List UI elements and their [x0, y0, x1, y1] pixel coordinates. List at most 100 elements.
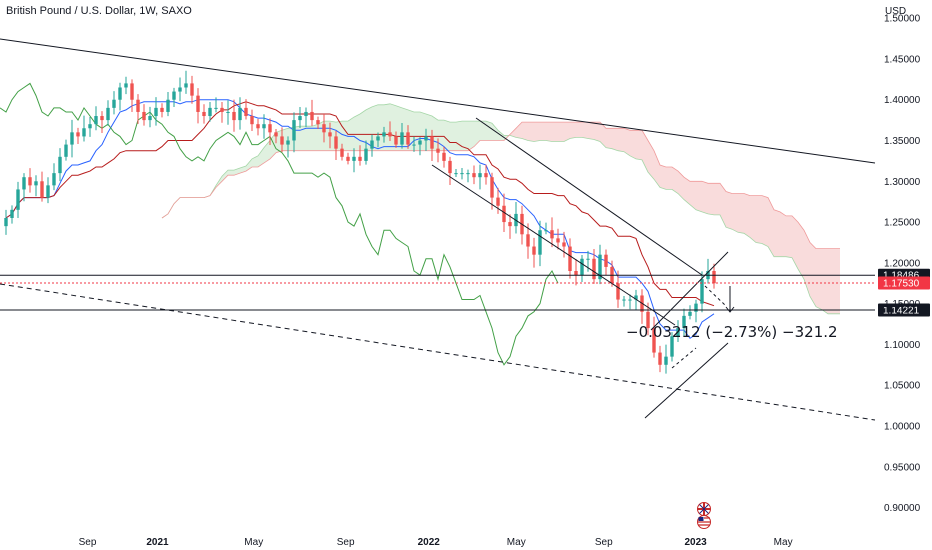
price-tag-label: 1.14221: [883, 305, 920, 316]
breakout-channel-upper-line: [650, 251, 729, 331]
kumo-cloud-segment: [780, 211, 786, 257]
candle: [568, 238, 572, 279]
kumo-cloud-segment: [606, 128, 612, 149]
candle: [16, 181, 20, 219]
kumo-cloud-segment: [738, 193, 744, 234]
y-tick-label: 1.50000: [884, 14, 921, 25]
candle: [412, 136, 416, 152]
kumo-cloud-segment: [300, 126, 306, 151]
candle: [526, 223, 530, 259]
price-tag: [878, 276, 930, 290]
kumo-cloud-segment: [282, 128, 288, 151]
candle: [160, 103, 164, 118]
kumo-cloud-segment: [792, 215, 798, 269]
candle: [268, 118, 272, 145]
candle: [274, 129, 278, 144]
kumo-cloud-segment: [462, 121, 468, 151]
candle: [190, 75, 194, 104]
candle: [406, 125, 410, 149]
candle: [370, 134, 374, 157]
kumo-cloud-segment: [378, 104, 384, 151]
kumo-cloud-segment: [546, 122, 552, 142]
candle: [184, 70, 188, 94]
kumo-cloud-segment: [600, 122, 606, 148]
candle: [652, 316, 656, 358]
candle: [358, 145, 362, 166]
kumo-cloud-segment: [690, 181, 696, 210]
candle: [136, 94, 140, 124]
candle: [658, 345, 662, 373]
breakout-channel-lower-line: [644, 342, 729, 419]
kumo-cloud-segment: [732, 193, 738, 233]
candle: [100, 111, 104, 134]
leading-span-b-line: [161, 121, 840, 250]
kumo-cloud-segment: [618, 128, 624, 152]
price-tag-label: 1.18486: [883, 271, 920, 282]
kumo-cloud-segment: [564, 122, 570, 142]
candle: [130, 79, 134, 113]
candle: [154, 97, 158, 126]
kumo-cloud-segment: [492, 123, 498, 141]
candle: [580, 254, 584, 282]
candle: [472, 165, 476, 185]
candle: [682, 308, 686, 337]
kumo-cloud-segment: [744, 193, 750, 238]
candle: [544, 222, 548, 235]
candle: [10, 205, 14, 224]
y-tick-label: 1.15000: [884, 299, 921, 310]
candle: [466, 169, 470, 183]
kumo-cloud-segment: [384, 103, 390, 151]
kumo-cloud-segment: [774, 209, 780, 257]
candle: [562, 231, 566, 258]
candle: [64, 139, 68, 161]
x-tick-label: Sep: [79, 537, 97, 548]
currency-label: USD: [885, 6, 906, 17]
measurement-label: −0.03212 (−2.73%) −321.2: [626, 323, 838, 341]
candle: [262, 114, 266, 139]
projection-dash-line: [671, 347, 697, 369]
kumo-cloud-segment: [624, 128, 630, 156]
candle: [334, 130, 338, 161]
kumo-cloud-segment: [660, 164, 666, 190]
candle: [226, 100, 230, 125]
kumo-cloud-segment: [636, 130, 642, 160]
kumo-cloud-segment: [828, 248, 834, 314]
y-tick-label: 1.30000: [884, 177, 921, 188]
kumo-cloud-segment: [810, 242, 816, 307]
y-tick-label: 1.35000: [884, 136, 921, 147]
long-term-resistance-trendline: [0, 38, 876, 164]
kumo-cloud-segment: [684, 177, 690, 205]
candle: [202, 104, 206, 124]
candle: [418, 137, 422, 156]
kumo-cloud-segment: [642, 130, 648, 173]
kumo-cloud-segment: [576, 122, 582, 138]
candle: [220, 101, 224, 123]
kumo-cloud-segment: [756, 195, 762, 244]
candle: [232, 99, 236, 132]
kumo-cloud-segment: [714, 183, 720, 215]
candle: [166, 92, 170, 117]
kumo-cloud-segment: [708, 183, 714, 215]
chart-title: British Pound / U.S. Dollar, 1W, SAXO: [6, 5, 192, 17]
candle: [118, 82, 122, 111]
candle: [328, 122, 332, 149]
y-tick-label: 0.90000: [884, 503, 921, 514]
kumo-cloud-segment: [528, 122, 534, 142]
candle: [676, 320, 680, 342]
x-tick-label: 2022: [418, 537, 441, 548]
kumo-cloud-segment: [222, 170, 228, 182]
kumo-cloud-segment: [348, 117, 354, 151]
candle: [340, 143, 344, 161]
kumo-cloud-segment: [702, 181, 708, 214]
candle: [52, 163, 56, 191]
kumo-cloud-segment: [570, 122, 576, 139]
candle: [550, 217, 554, 248]
measure-arrow-dash-line: [704, 285, 726, 306]
candle: [400, 122, 404, 149]
x-tick-label: May: [244, 537, 263, 548]
y-tick-label: 1.25000: [884, 218, 921, 229]
candle: [460, 168, 464, 180]
candle: [478, 164, 482, 190]
candle: [124, 76, 128, 95]
candle: [664, 344, 668, 374]
